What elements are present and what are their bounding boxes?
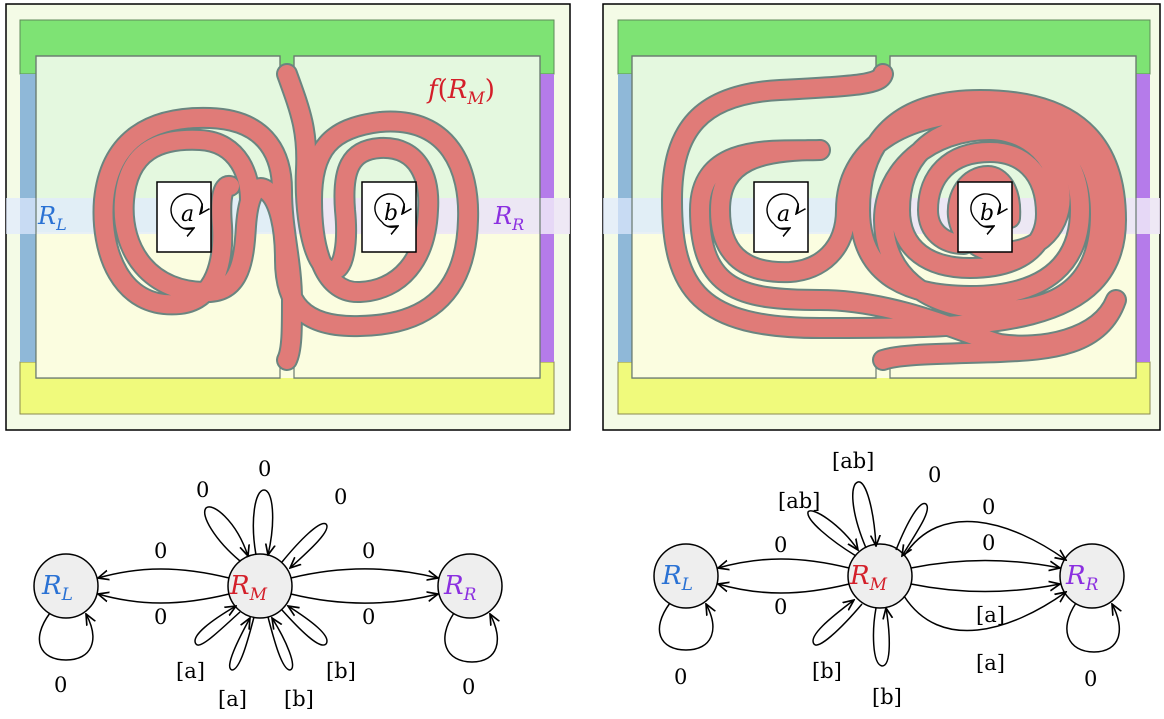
hole-a-label: a <box>777 202 790 227</box>
edge-label: 0 <box>928 463 941 487</box>
hole-a-left: a <box>156 181 212 253</box>
graph-right <box>653 481 1125 667</box>
edge-label: 0 <box>258 457 271 481</box>
node-RR <box>437 553 503 619</box>
edge-label: 0 <box>334 485 347 509</box>
node-RL <box>653 543 719 609</box>
graph-left-labels: RL RM RR 0 0 0 0 0 0 0 0 0 [a] [a] [b] [… <box>41 457 477 711</box>
edge-label: 0 <box>196 478 209 502</box>
edge-label: [ab] <box>778 489 820 513</box>
edge-label: 0 <box>362 539 375 563</box>
edge-label: 0 <box>982 531 995 555</box>
tube-left <box>92 63 480 371</box>
edge-label: [a] <box>176 659 205 683</box>
hole-a-right: a <box>753 181 809 253</box>
panel-left: a b RL RR f(RM) <box>5 3 571 431</box>
hole-a-label: a <box>181 202 194 227</box>
node-RM-label: RM <box>849 561 888 595</box>
hole-b-label: b <box>980 201 994 226</box>
edge-label: [a] <box>976 603 1005 627</box>
edge-label: 0 <box>774 595 787 619</box>
edge-label: [b] <box>284 687 314 711</box>
label-fRM: f(RM) <box>426 75 495 109</box>
edge-label: 0 <box>774 533 787 557</box>
hole-b-right: b <box>957 181 1013 253</box>
node-RM <box>227 553 293 619</box>
hole-b-left: b <box>361 181 417 253</box>
edge-label: 0 <box>674 665 687 689</box>
panel-right: a b <box>602 3 1161 431</box>
edge-label: [b] <box>326 659 356 683</box>
edge-label: 0 <box>362 605 375 629</box>
edge-label: 0 <box>154 539 167 563</box>
edge-label: [a] <box>218 687 247 711</box>
edge-label: 0 <box>982 495 995 519</box>
edge-label: 0 <box>1084 667 1097 691</box>
graph-left <box>33 489 503 671</box>
node-RL <box>33 553 99 619</box>
graph-right-labels: RL RM RR [ab] [ab] 0 0 0 0 0 [a] [a] 0 0… <box>661 449 1099 709</box>
edge-label: 0 <box>54 673 67 697</box>
edge-label: 0 <box>462 675 475 699</box>
hole-b-label: b <box>384 201 398 226</box>
node-RR <box>1059 543 1125 609</box>
edge-label: [b] <box>812 659 842 683</box>
edge-label: [a] <box>976 651 1005 675</box>
edge-label: 0 <box>154 605 167 629</box>
edge-label: [ab] <box>832 449 874 473</box>
edge-label: [b] <box>872 685 902 709</box>
